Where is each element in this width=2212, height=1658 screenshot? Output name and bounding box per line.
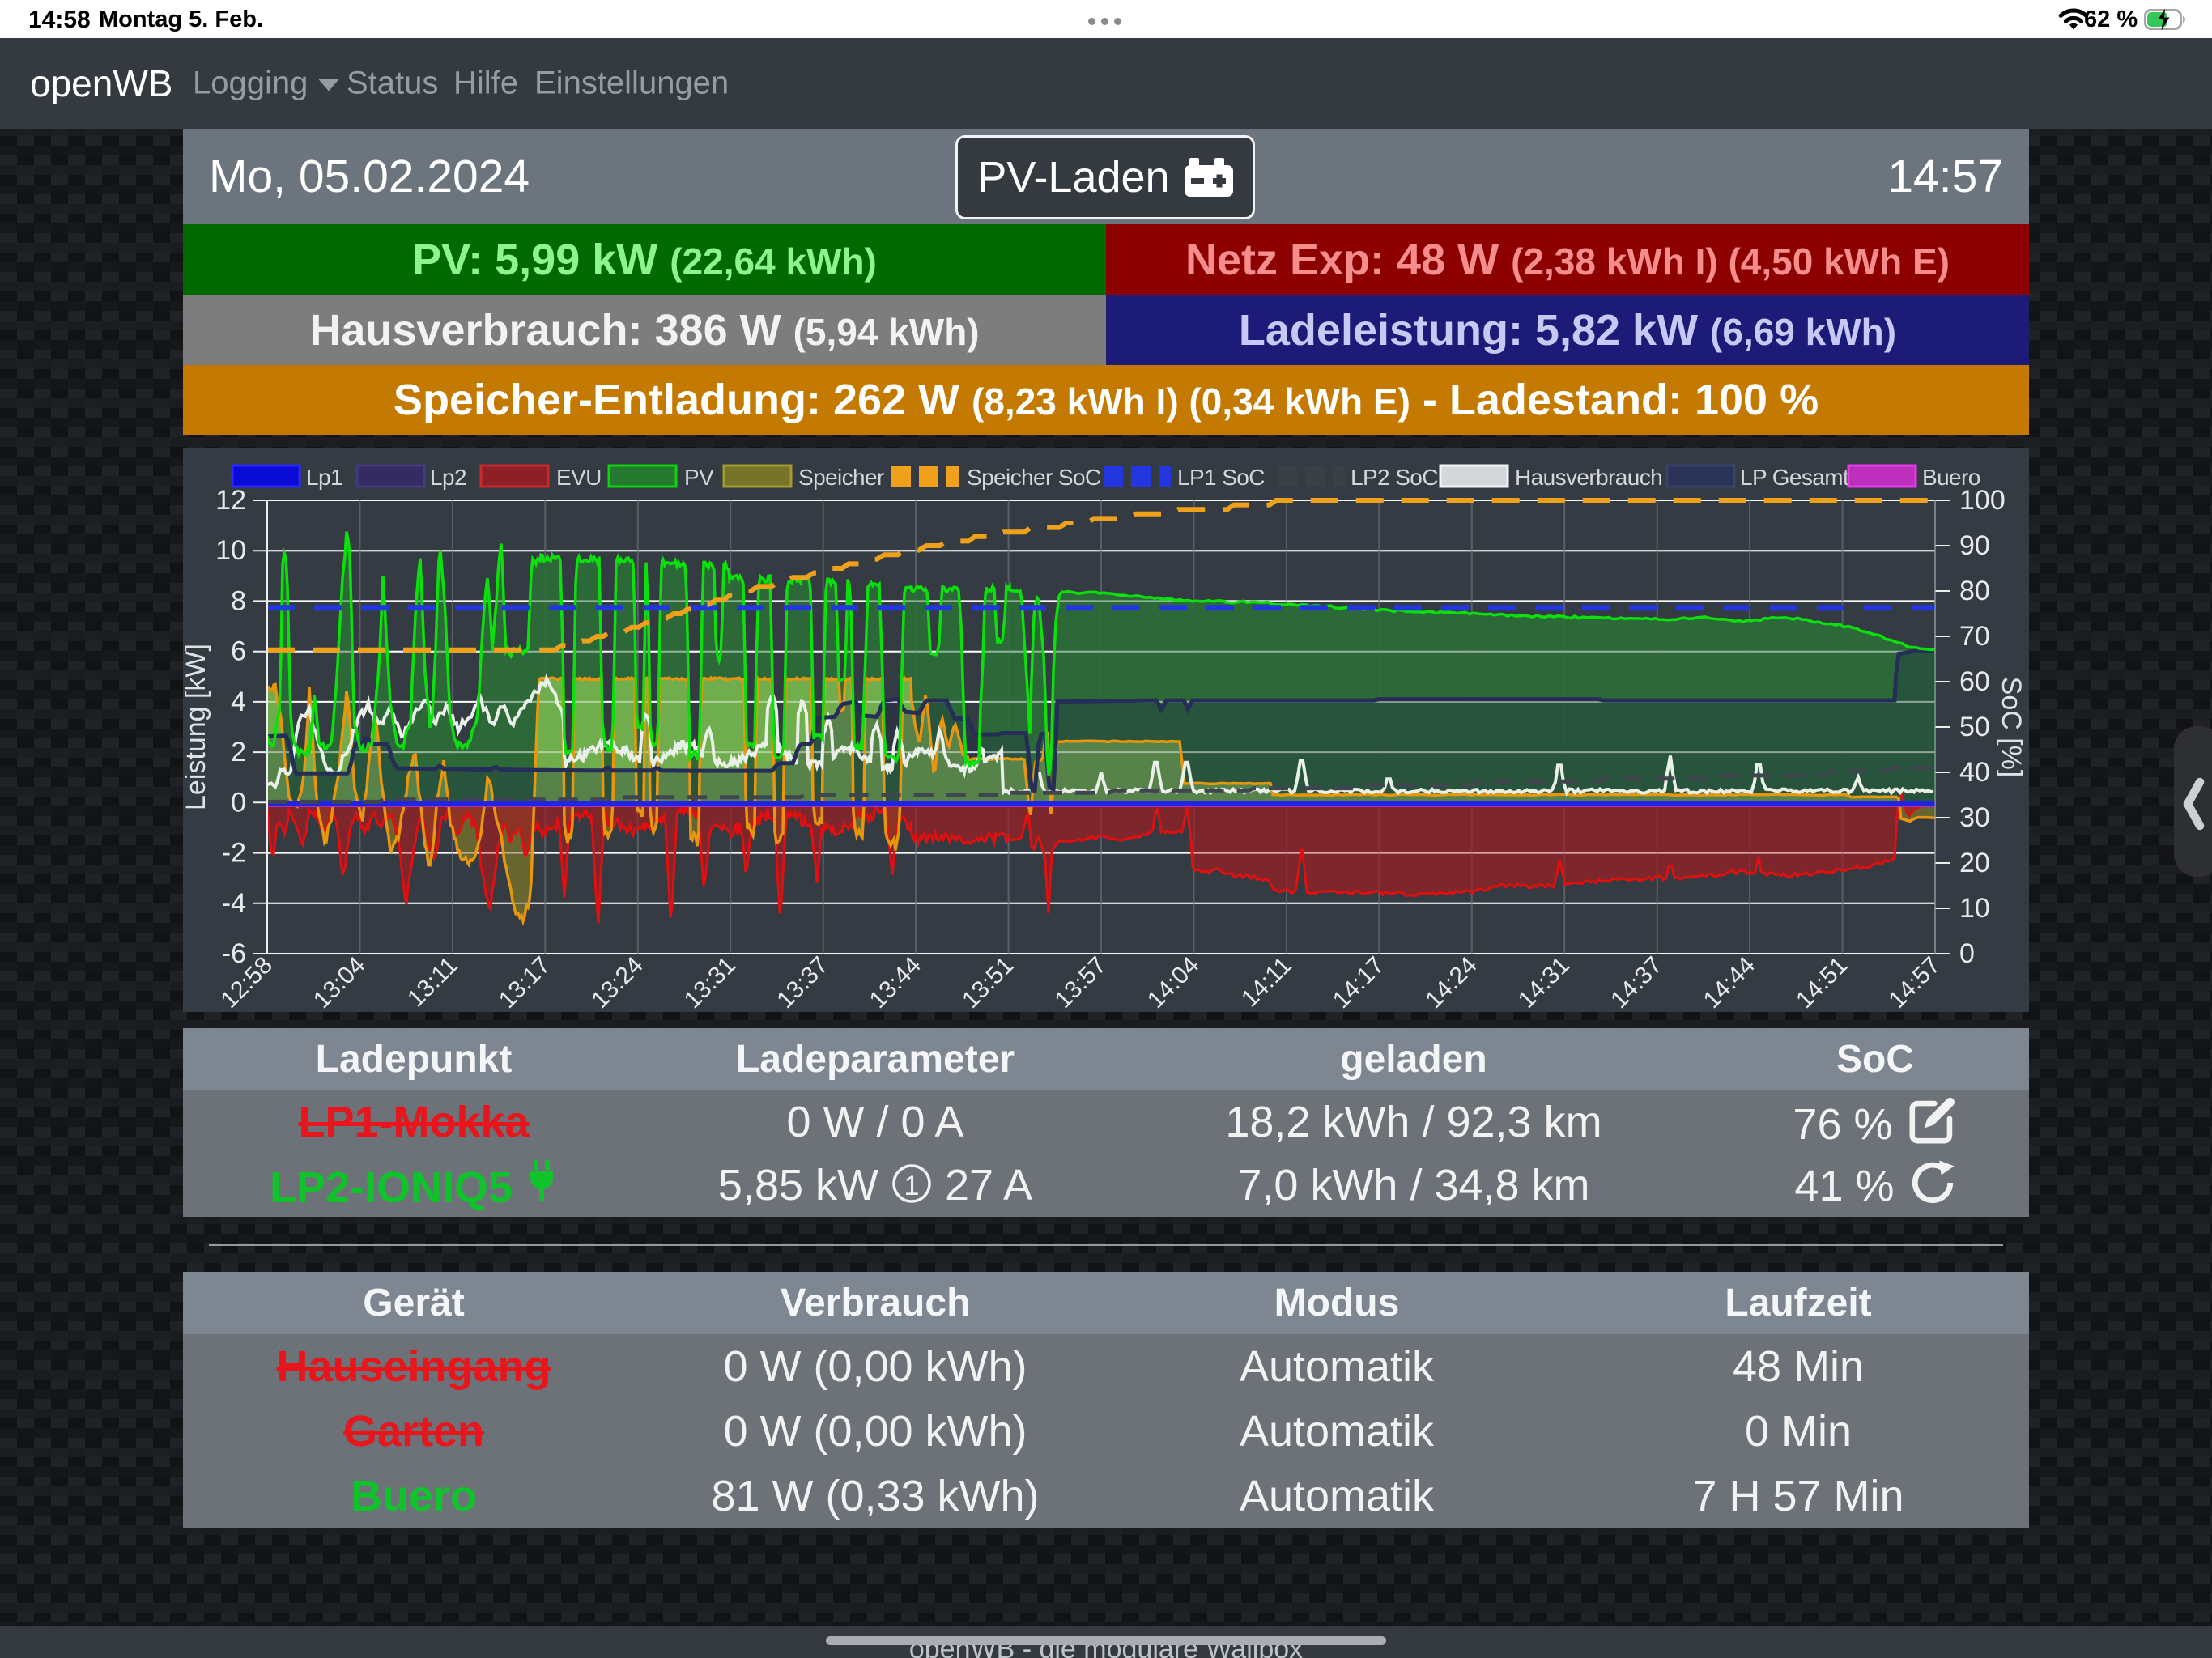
svg-text:60: 60 [1959,666,1990,697]
svg-text:Speicher: Speicher [798,465,884,490]
svg-text:Buero: Buero [1922,465,1980,490]
svg-text:13:11: 13:11 [402,952,463,1012]
svg-text:14:11: 14:11 [1236,952,1297,1012]
svg-text:13:44: 13:44 [865,952,926,1012]
svg-text:14:31: 14:31 [1513,952,1575,1012]
svg-text:80: 80 [1959,576,1990,606]
svg-text:PV: PV [684,465,714,490]
svg-text:4: 4 [231,687,246,717]
svg-text:14:51: 14:51 [1791,952,1853,1012]
svg-text:LP2 SoC: LP2 SoC [1351,465,1438,490]
svg-text:13:04: 13:04 [308,952,370,1012]
svg-text:50: 50 [1959,712,1990,742]
svg-text:90: 90 [1959,530,1990,561]
svg-text:14:44: 14:44 [1699,952,1760,1012]
svg-text:14:04: 14:04 [1142,952,1204,1012]
svg-text:13:57: 13:57 [1050,952,1112,1012]
svg-text:14:57: 14:57 [1884,952,1946,1012]
svg-text:Speicher SoC: Speicher SoC [967,465,1101,490]
svg-text:2: 2 [231,737,246,767]
svg-text:10: 10 [1959,893,1990,924]
svg-text:13:17: 13:17 [494,952,555,1012]
svg-text:20: 20 [1959,848,1990,878]
svg-text:1: 1 [904,1171,920,1201]
svg-text:Lp1: Lp1 [306,465,342,490]
svg-text:-2: -2 [222,838,246,869]
svg-text:-6: -6 [222,938,246,969]
svg-text:14:37: 14:37 [1606,952,1667,1012]
svg-text:0: 0 [231,787,246,818]
svg-text:14:17: 14:17 [1328,952,1389,1012]
svg-text:13:51: 13:51 [957,952,1019,1012]
svg-text:10: 10 [215,535,246,566]
svg-text:LP1 SoC: LP1 SoC [1177,465,1265,490]
svg-text:8: 8 [231,585,246,616]
svg-text:70: 70 [1959,621,1990,652]
svg-text:13:24: 13:24 [586,952,648,1012]
svg-text:13:31: 13:31 [679,952,741,1012]
svg-text:-4: -4 [222,888,246,919]
svg-text:6: 6 [231,636,246,667]
svg-text:Hausverbrauch: Hausverbrauch [1515,465,1662,490]
svg-text:40: 40 [1959,757,1990,788]
svg-text:14:24: 14:24 [1420,952,1482,1012]
svg-text:100: 100 [1959,485,2006,516]
svg-text:30: 30 [1959,802,1990,833]
svg-text:Leistung [kW]: Leistung [kW] [183,644,211,810]
svg-text:Lp2: Lp2 [430,465,466,490]
svg-text:0: 0 [1959,938,1975,969]
svg-text:13:37: 13:37 [772,952,833,1012]
svg-text:SoC [%]: SoC [%] [1996,677,2027,778]
svg-text:12: 12 [215,485,246,516]
svg-text:EVU: EVU [556,465,602,490]
svg-text:LP Gesamt: LP Gesamt [1740,465,1849,490]
